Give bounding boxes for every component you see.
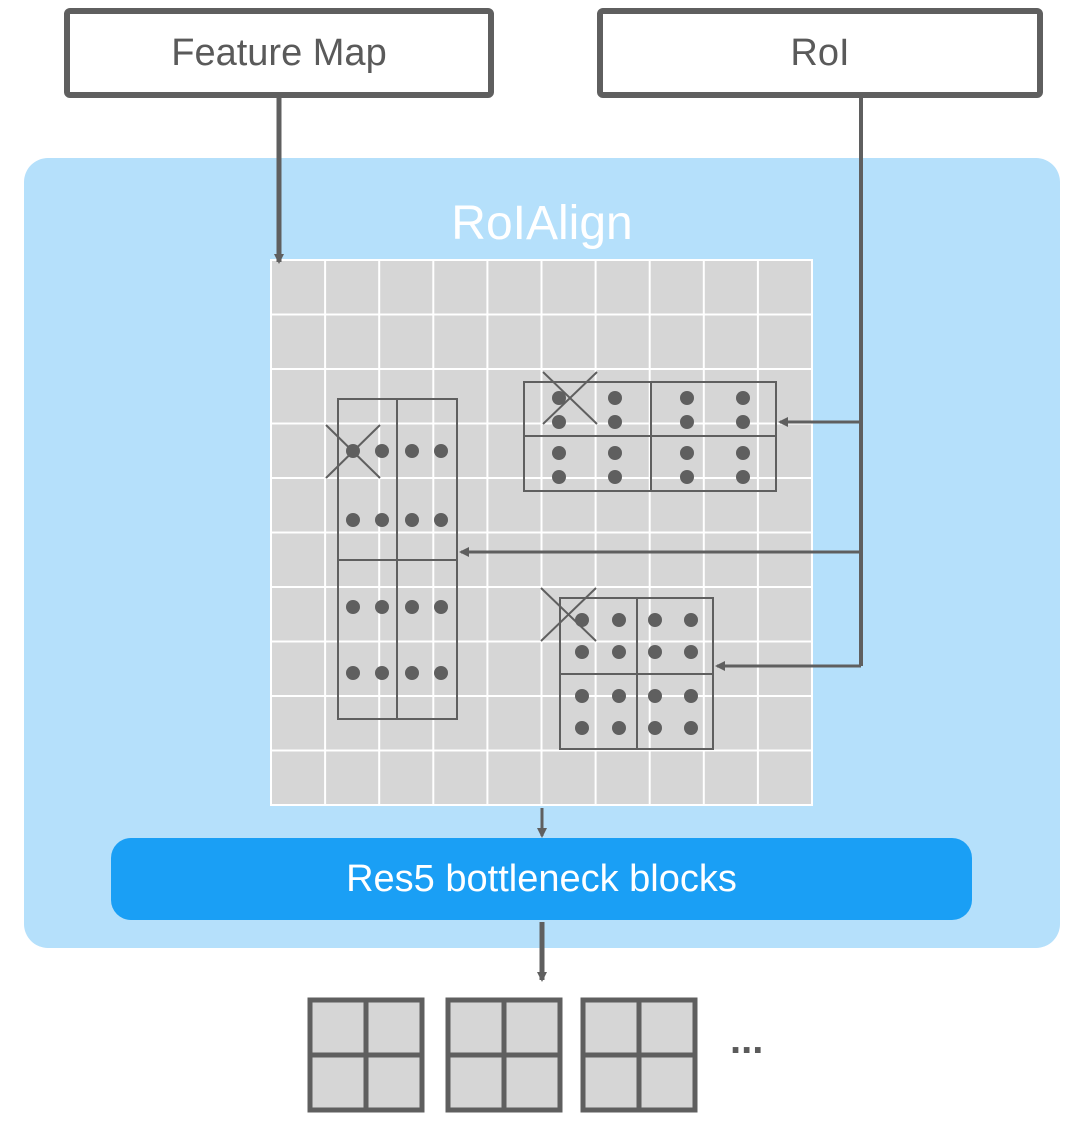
output-map [307,997,425,1113]
sample-point [575,721,589,735]
sample-point [680,415,694,429]
roi-sample-points-wide [552,391,750,484]
sample-point [612,689,626,703]
roi-box-wide [523,371,777,492]
sample-point [552,391,566,405]
sample-point [405,666,419,680]
sample-point [736,470,750,484]
sample-point [552,470,566,484]
sample-point [346,600,360,614]
sample-point [375,666,389,680]
sample-point [612,613,626,627]
sample-point [346,444,360,458]
feature-map-label: Feature Map [171,31,387,74]
sample-point [736,446,750,460]
sample-point [608,470,622,484]
sample-point [434,513,448,527]
roi-box-square [540,587,714,750]
feature-map-grid [270,259,813,806]
sample-point [405,513,419,527]
output-map [580,997,698,1113]
res5-label: Res5 bottleneck blocks [346,857,737,900]
sample-point [375,444,389,458]
sample-point [575,613,589,627]
sample-point [736,391,750,405]
sample-point [684,721,698,735]
sample-point [346,513,360,527]
sample-point [608,415,622,429]
res5-block: Res5 bottleneck blocks [111,838,972,920]
sample-point [736,415,750,429]
sample-point [648,689,662,703]
sample-point [684,613,698,627]
sample-point [575,645,589,659]
sample-point [608,446,622,460]
roialign-title: RoIAlign [451,197,633,250]
sample-point [375,600,389,614]
sample-point [552,415,566,429]
sample-point [375,513,389,527]
sample-point [405,444,419,458]
sample-point [648,645,662,659]
sample-point [434,444,448,458]
sample-point [575,689,589,703]
sample-point [680,470,694,484]
sample-point [648,721,662,735]
sample-point [680,446,694,460]
sample-point [434,666,448,680]
feature-map-box: Feature Map [64,8,494,98]
sample-point [346,666,360,680]
sample-point [612,721,626,735]
sample-point [684,645,698,659]
output-map [445,997,563,1113]
more-outputs-ellipsis: ... [730,1018,764,1062]
sample-point [680,391,694,405]
roi-sample-points-square [575,613,698,735]
sample-point [648,613,662,627]
sample-point [434,600,448,614]
sample-point [552,446,566,460]
roi-box: RoI [597,8,1043,98]
sample-point [405,600,419,614]
sample-point [612,645,626,659]
sample-point [608,391,622,405]
roi-label: RoI [790,31,850,74]
output-feature-maps [307,997,698,1113]
connectors [274,98,863,982]
sample-point [684,689,698,703]
roi-sample-points-tall [346,444,448,680]
